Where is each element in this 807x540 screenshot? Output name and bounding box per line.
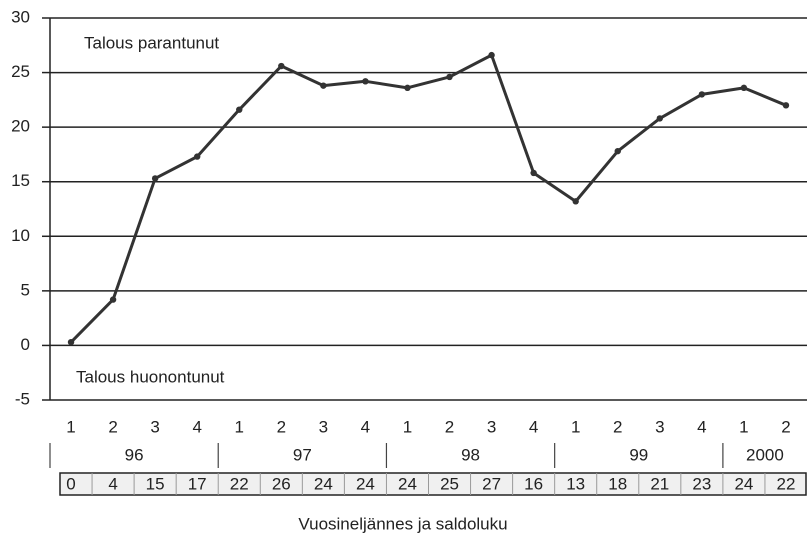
table-value: 22 — [777, 474, 796, 493]
data-point — [572, 198, 579, 205]
y-tick-label: 0 — [21, 335, 30, 354]
table-box — [59, 472, 807, 496]
data-point — [446, 73, 453, 81]
table-value: 23 — [692, 474, 711, 493]
table-value: 25 — [440, 474, 459, 493]
x-tick-label: 2 — [277, 417, 286, 436]
data-point — [193, 153, 201, 160]
data-point — [656, 115, 664, 122]
x-group-label: 99 — [629, 445, 648, 464]
x-tick-label: 4 — [361, 417, 370, 436]
data-point — [109, 296, 117, 303]
x-tick-label: 4 — [192, 417, 201, 436]
x-tick-label: 2 — [445, 417, 454, 436]
table-value: 0 — [66, 474, 75, 493]
table-value: 24 — [734, 474, 753, 493]
x-tick-label: 2 — [108, 417, 117, 436]
y-tick-label: 25 — [11, 62, 30, 81]
data-point — [404, 84, 411, 92]
table-value: 17 — [188, 474, 207, 493]
data-point — [278, 62, 285, 70]
x-tick-label: 1 — [235, 417, 244, 436]
table-value: 4 — [108, 474, 117, 493]
table-value: 16 — [524, 474, 543, 493]
x-axis-label: Vuosineljännes ja saldoluku — [298, 514, 507, 533]
y-tick-label: 15 — [11, 171, 30, 190]
x-tick-label: 3 — [150, 417, 159, 436]
x-tick-label: 4 — [697, 417, 706, 436]
data-point — [530, 169, 537, 177]
table-value: 24 — [398, 474, 417, 493]
data-point — [698, 91, 706, 98]
x-tick-label: 1 — [66, 417, 75, 436]
x-tick-label: 3 — [655, 417, 664, 436]
x-tick-label: 1 — [403, 417, 412, 436]
table-value: 27 — [482, 474, 501, 493]
y-tick-label: -5 — [15, 389, 30, 408]
data-point — [614, 147, 621, 155]
x-tick-label: 3 — [487, 417, 496, 436]
data-point — [67, 338, 75, 346]
table-value: 13 — [566, 474, 585, 493]
data-point — [362, 78, 369, 85]
x-tick-label: 4 — [529, 417, 538, 436]
x-tick-label: 3 — [319, 417, 328, 436]
table-value: 18 — [608, 474, 627, 493]
annotation: Talous parantunut — [84, 33, 219, 52]
table-value: 24 — [356, 474, 375, 493]
x-group-label: 97 — [293, 445, 312, 464]
table-value: 21 — [650, 474, 669, 493]
x-group-label: 96 — [125, 445, 144, 464]
y-tick-label: 10 — [11, 226, 30, 245]
table-value: 24 — [314, 474, 333, 493]
x-group-label: 2000 — [746, 445, 784, 464]
y-tick-label: 20 — [11, 117, 30, 136]
table-value: 26 — [272, 474, 291, 493]
data-line — [69, 53, 787, 344]
annotation: Talous huonontunut — [76, 367, 225, 386]
table-value: 15 — [146, 474, 165, 493]
table-value: 22 — [230, 474, 249, 493]
y-tick-label: 30 — [11, 7, 30, 26]
x-tick-label: 1 — [571, 417, 580, 436]
data-point — [236, 106, 243, 113]
data-point — [782, 102, 790, 109]
x-group-label: 98 — [461, 445, 480, 464]
data-point — [740, 84, 748, 92]
data-point — [320, 82, 327, 89]
data-point — [488, 51, 495, 59]
y-tick-label: 5 — [21, 280, 30, 299]
x-tick-label: 2 — [781, 417, 790, 436]
data-point — [151, 175, 159, 182]
x-tick-label: 2 — [613, 417, 622, 436]
x-tick-label: 1 — [739, 417, 748, 436]
